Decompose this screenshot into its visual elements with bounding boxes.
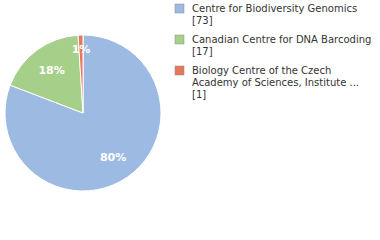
data-labels: 80% 18% 1% [38,43,126,164]
legend-label: Canadian Centre for DNA Barcoding[17] [192,34,371,57]
legend-swatch [175,35,184,44]
legend-label: Biology Centre of the CzechAcademy of Sc… [192,65,359,100]
pie-slice [5,35,161,191]
data-label: 80% [100,151,126,164]
data-label: 18% [38,64,64,77]
pie [5,35,161,191]
legend-label: Centre for Biodiversity Genomics[73] [192,3,357,26]
legend: Centre for Biodiversity Genomics[73] Cana… [175,3,371,100]
legend-swatch [175,66,184,75]
chart: 80% 18% 1% Centre for Biodiversity Genomics… [0,0,380,240]
legend-swatch [175,4,184,13]
data-label: 1% [72,43,91,56]
